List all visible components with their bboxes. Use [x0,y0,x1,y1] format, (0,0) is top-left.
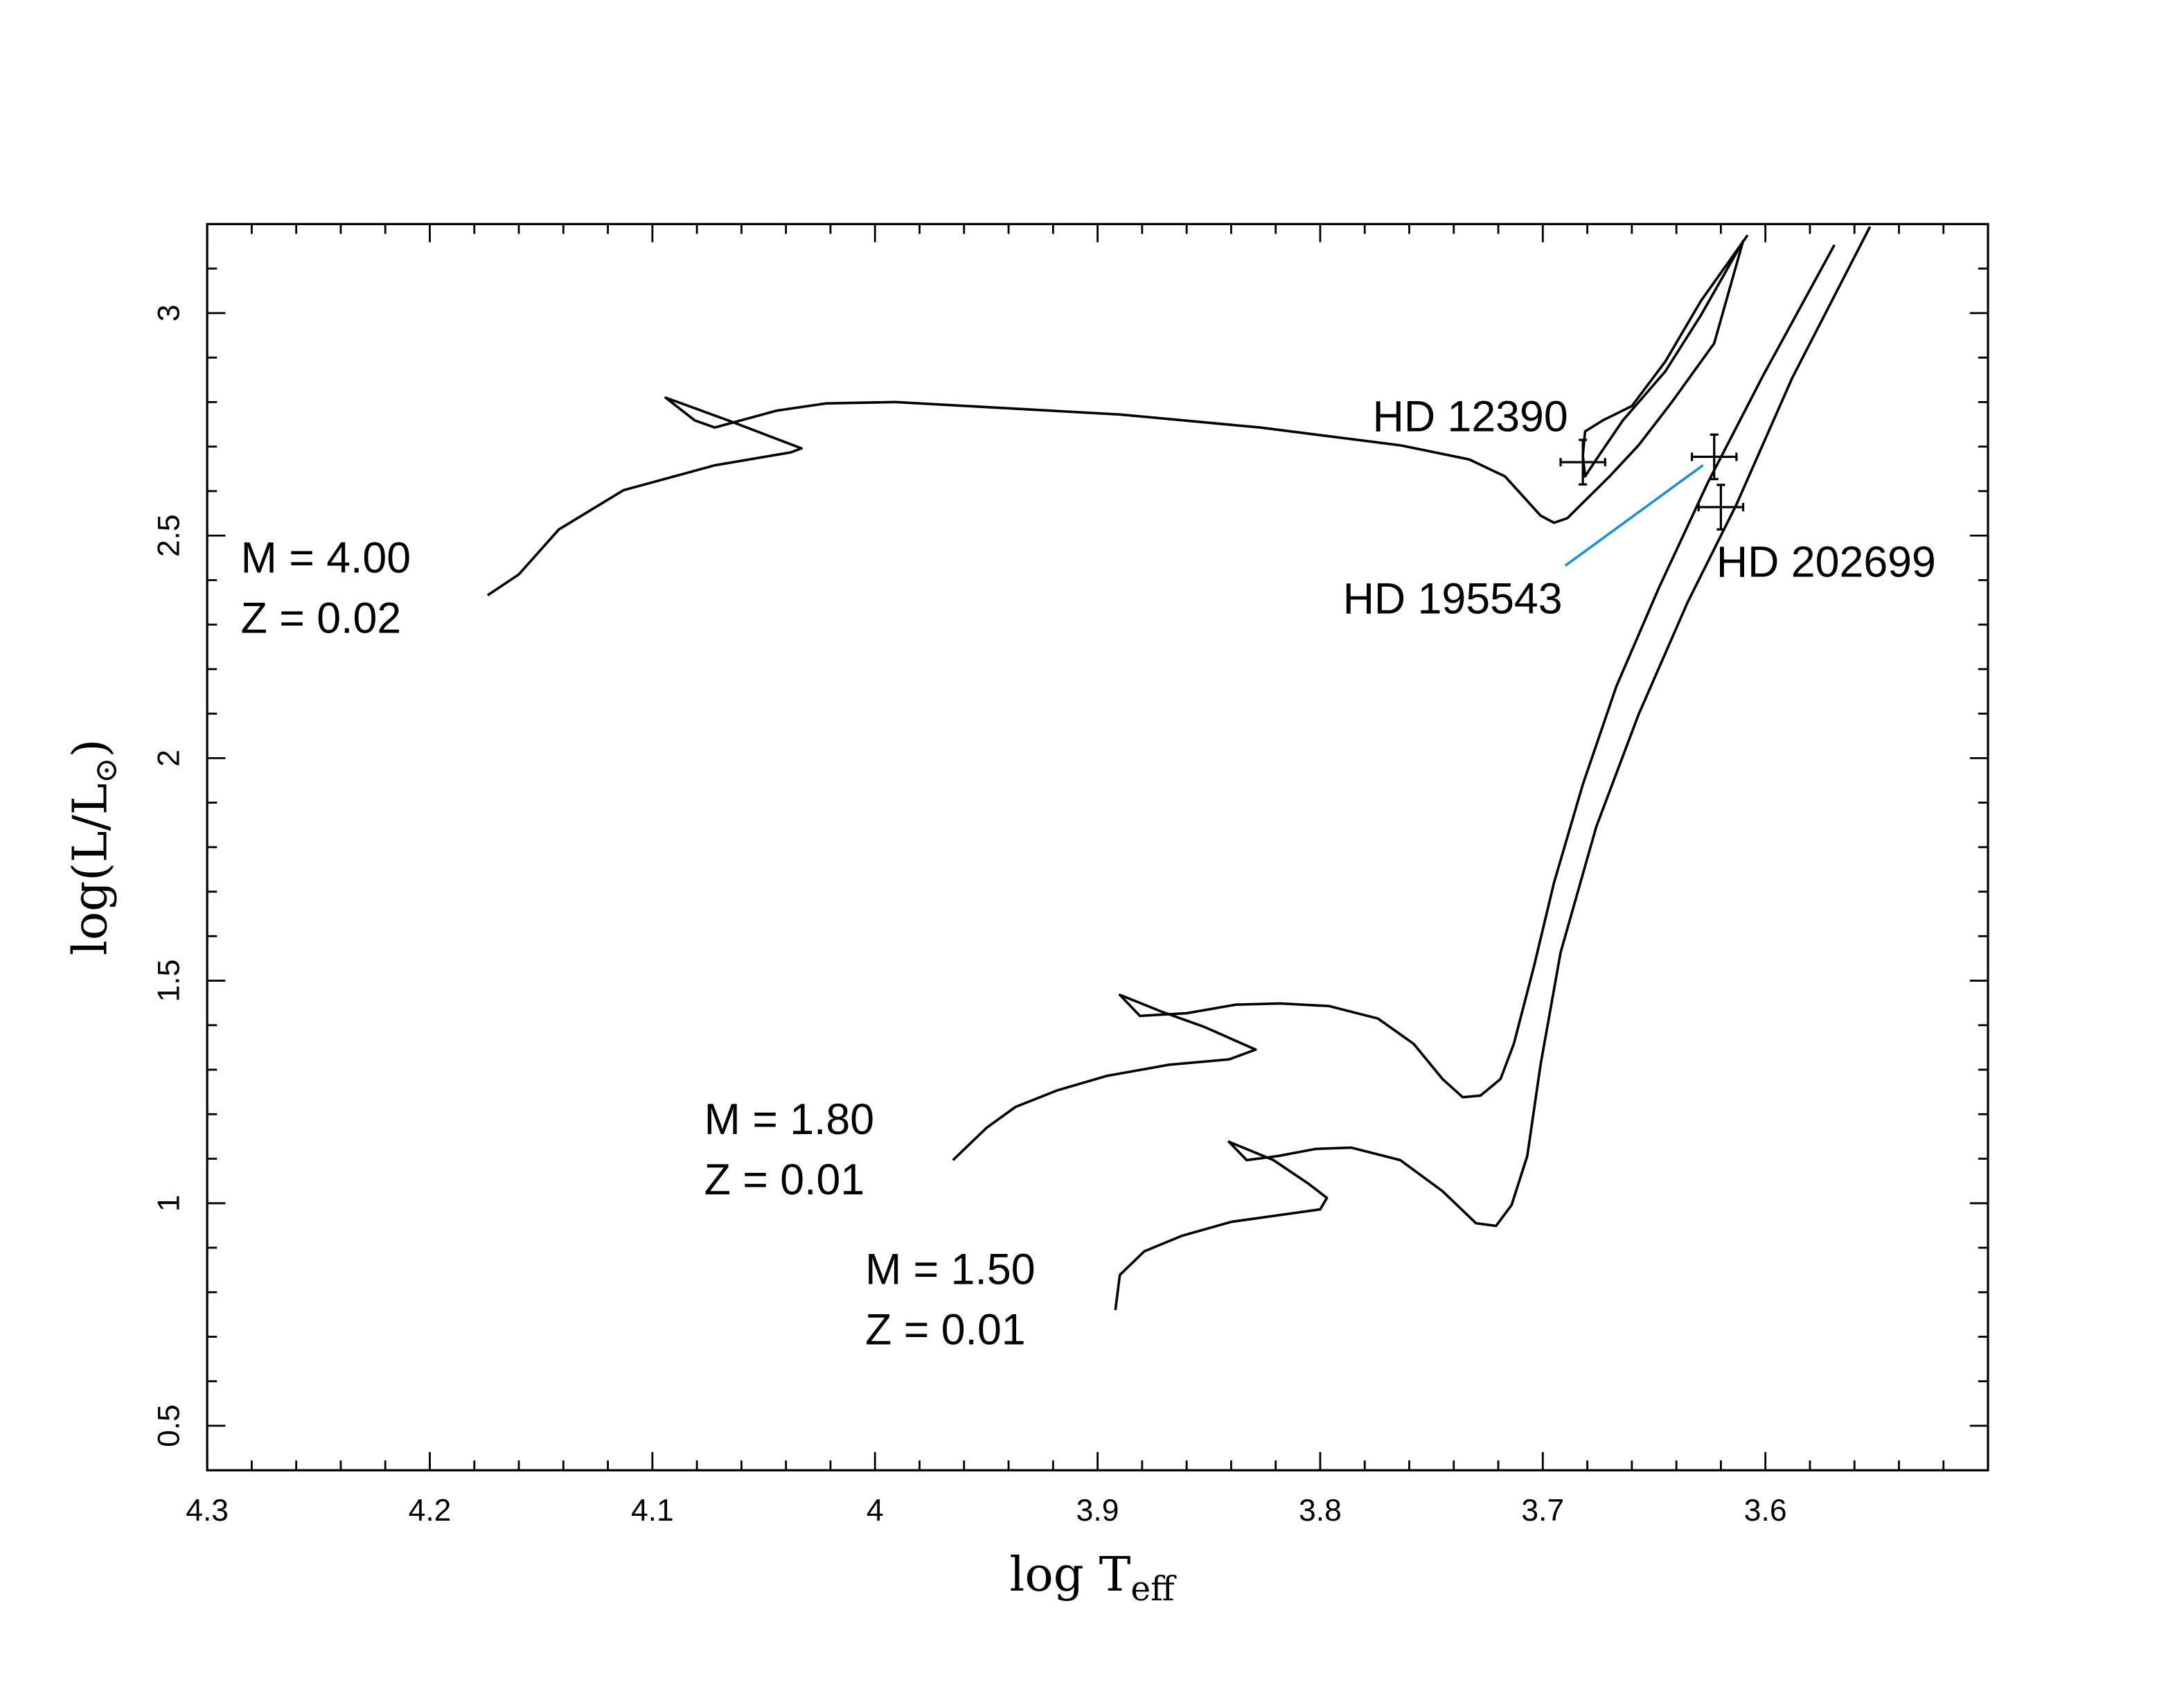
x-axis-label-sub: eff [1130,1570,1177,1609]
leader-line [1564,464,1704,567]
x-tick-label: 3.8 [1299,1494,1342,1528]
y-tick-label: 3 [152,305,186,322]
track-label: Z = 0.01 [704,1156,865,1204]
y-tick-label: 2 [152,750,186,767]
y-tick-label: 1 [152,1194,186,1212]
x-tick-label: 4 [867,1494,884,1528]
track-line [1114,226,1872,1311]
track-label: M = 4.00 [241,534,411,583]
y-axis-label-main: log(L/L [63,784,118,956]
x-tick-label: 4.3 [186,1494,229,1528]
star-label: HD 195543 [1343,574,1563,623]
x-axis-label-main: log T [1009,1547,1130,1602]
track-label: M = 1.50 [865,1245,1036,1293]
y-tick-label: 2.5 [152,514,186,557]
track-label: M = 1.80 [704,1095,874,1144]
track-label: Z = 0.01 [865,1305,1026,1354]
track-label: Z = 0.02 [241,594,402,643]
plot-frame [206,222,1989,1471]
x-axis-label: log Teff [1009,1547,1177,1609]
y-tick-label: 1.5 [152,960,186,1002]
star-label: HD 12390 [1373,393,1568,441]
y-axis-label: log(L/L⊙) [63,739,124,956]
y-axis-label-sub: ⊙ [89,757,124,783]
star-label: HD 202699 [1716,538,1936,587]
x-tick-label: 3.6 [1744,1494,1787,1528]
x-tick-label: 3.7 [1521,1494,1564,1528]
y-axis-label-end: ) [63,739,118,758]
x-tick-label: 4.2 [409,1494,452,1528]
x-tick-label: 4.1 [631,1494,674,1528]
y-tick-label: 0.5 [152,1404,186,1447]
x-tick-label: 3.9 [1076,1494,1119,1528]
track-line [952,244,1836,1161]
